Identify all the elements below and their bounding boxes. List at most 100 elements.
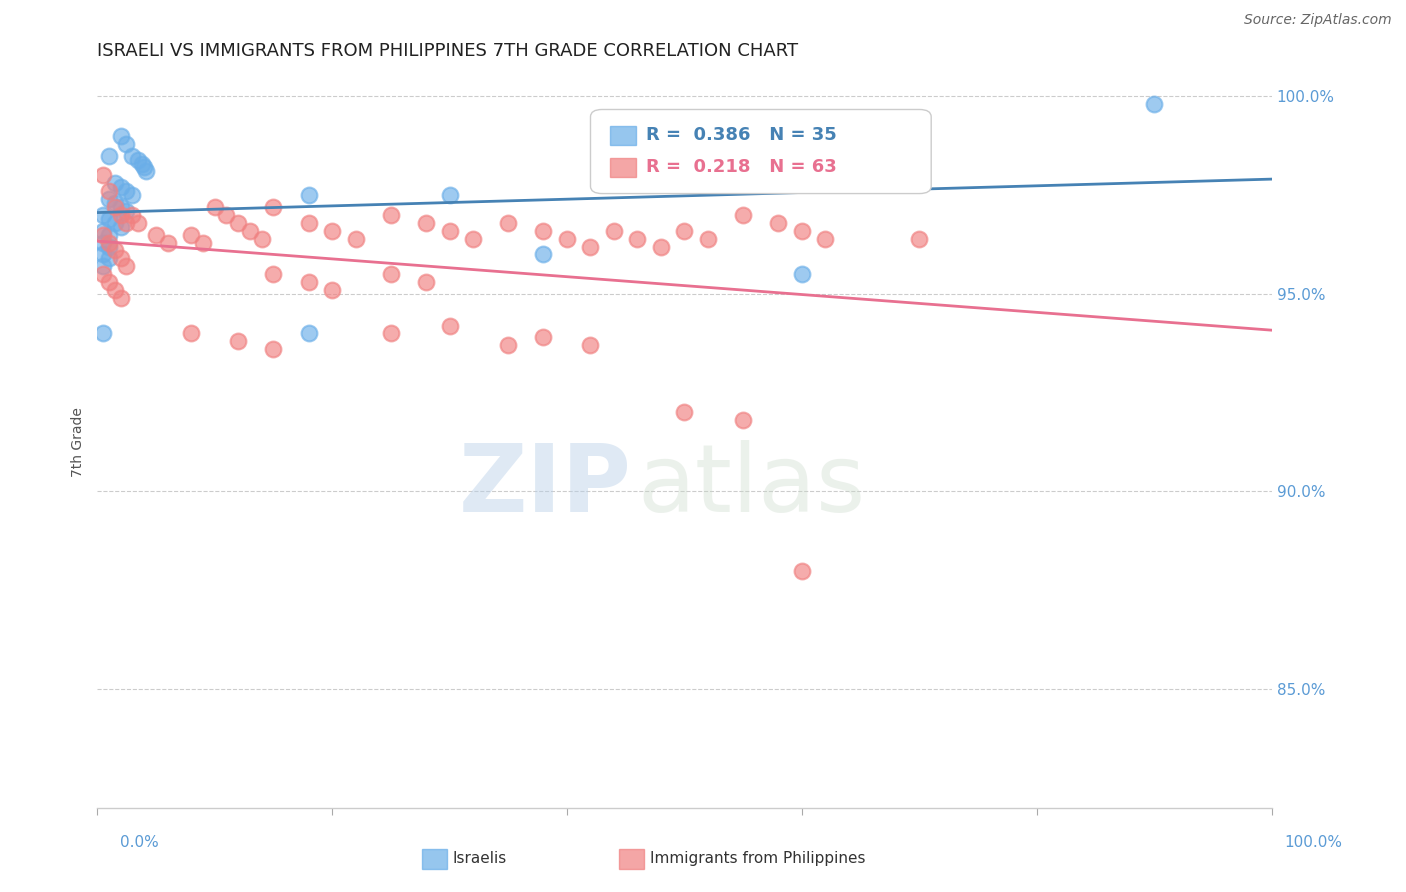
Point: [768, 216, 790, 230]
Point: [97, 252, 120, 266]
Point: [97, 227, 120, 242]
Point: [533, 247, 555, 261]
Point: [91, 224, 114, 238]
Text: Israelis: Israelis: [453, 851, 508, 865]
Point: [297, 216, 319, 230]
Point: [115, 184, 138, 198]
Point: [321, 283, 343, 297]
Point: [262, 267, 284, 281]
Text: R =  0.386   N = 35: R = 0.386 N = 35: [645, 126, 837, 145]
Point: [145, 227, 167, 242]
FancyBboxPatch shape: [610, 126, 637, 145]
Point: [733, 413, 755, 427]
Text: 100.0%: 100.0%: [1285, 836, 1343, 850]
Point: [121, 208, 143, 222]
Point: [297, 188, 319, 202]
Point: [191, 235, 214, 250]
Point: [439, 188, 461, 202]
Point: [104, 244, 127, 258]
Point: [91, 208, 114, 222]
Point: [673, 405, 696, 419]
Point: [110, 208, 132, 222]
Point: [110, 291, 132, 305]
Point: [733, 176, 755, 190]
Point: [97, 211, 120, 226]
Text: 0.0%: 0.0%: [120, 836, 159, 850]
Point: [461, 231, 484, 245]
Point: [250, 231, 273, 245]
Point: [115, 260, 138, 274]
Y-axis label: 7th Grade: 7th Grade: [72, 407, 86, 477]
Point: [204, 200, 226, 214]
Point: [790, 267, 813, 281]
Point: [110, 200, 132, 214]
Point: [673, 224, 696, 238]
Point: [97, 192, 120, 206]
Point: [262, 343, 284, 357]
Point: [579, 338, 602, 352]
Point: [814, 231, 837, 245]
Point: [1143, 97, 1166, 112]
Point: [135, 164, 157, 178]
Point: [555, 231, 578, 245]
Point: [91, 260, 114, 274]
Point: [380, 208, 402, 222]
Point: [121, 148, 143, 162]
Text: ISRAELI VS IMMIGRANTS FROM PHILIPPINES 7TH GRADE CORRELATION CHART: ISRAELI VS IMMIGRANTS FROM PHILIPPINES 7…: [97, 42, 799, 60]
Point: [91, 169, 114, 183]
Point: [496, 216, 519, 230]
Point: [380, 326, 402, 341]
Point: [115, 136, 138, 151]
Point: [110, 180, 132, 194]
Point: [603, 224, 626, 238]
Point: [533, 330, 555, 344]
Point: [415, 216, 437, 230]
Point: [97, 239, 120, 253]
Point: [790, 564, 813, 578]
Point: [110, 252, 132, 266]
Point: [104, 216, 127, 230]
Point: [91, 235, 114, 250]
Point: [97, 235, 120, 250]
Point: [321, 224, 343, 238]
Text: Immigrants from Philippines: Immigrants from Philippines: [650, 851, 865, 865]
Point: [104, 283, 127, 297]
Point: [790, 224, 813, 238]
Point: [908, 231, 931, 245]
Point: [110, 128, 132, 143]
Point: [91, 227, 114, 242]
Point: [127, 153, 149, 167]
Point: [104, 200, 127, 214]
Point: [104, 196, 127, 211]
Point: [226, 334, 249, 349]
Point: [579, 239, 602, 253]
Point: [156, 235, 179, 250]
Point: [131, 156, 153, 170]
Point: [215, 208, 238, 222]
Point: [496, 338, 519, 352]
Point: [344, 231, 367, 245]
Point: [104, 176, 127, 190]
FancyBboxPatch shape: [610, 158, 637, 177]
Point: [121, 188, 143, 202]
Point: [180, 227, 202, 242]
Point: [115, 203, 138, 218]
Point: [439, 224, 461, 238]
Point: [626, 231, 648, 245]
Point: [180, 326, 202, 341]
Point: [262, 200, 284, 214]
Text: atlas: atlas: [637, 440, 866, 532]
Point: [110, 219, 132, 234]
Point: [650, 239, 672, 253]
Point: [97, 184, 120, 198]
Text: Source: ZipAtlas.com: Source: ZipAtlas.com: [1244, 13, 1392, 28]
Point: [91, 267, 114, 281]
Point: [91, 326, 114, 341]
Point: [91, 247, 114, 261]
Point: [115, 216, 138, 230]
Point: [127, 216, 149, 230]
Point: [439, 318, 461, 333]
Point: [297, 326, 319, 341]
Point: [380, 267, 402, 281]
Point: [226, 216, 249, 230]
